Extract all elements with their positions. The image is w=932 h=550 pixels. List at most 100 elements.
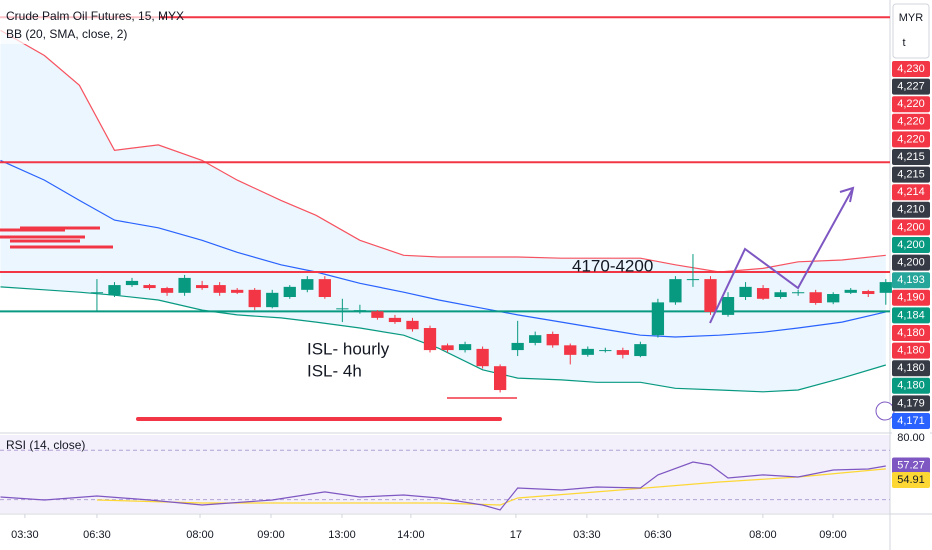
candle-body bbox=[441, 345, 454, 351]
candle-body bbox=[301, 279, 314, 290]
candle-body bbox=[721, 297, 735, 315]
price-tag-label: 4,200 bbox=[897, 257, 925, 269]
price-tag-label: 4,227 bbox=[897, 81, 925, 93]
price-tag bbox=[892, 201, 930, 218]
x-tick-label: 09:00 bbox=[257, 529, 285, 541]
price-tag-label: 4,190 bbox=[897, 292, 925, 304]
x-tick-label: 08:00 bbox=[749, 529, 777, 541]
rsi-line bbox=[0, 461, 886, 511]
candle-body bbox=[546, 333, 559, 346]
rsi-ma-line bbox=[96, 468, 886, 506]
candle-body bbox=[792, 292, 805, 294]
candle-body bbox=[336, 308, 349, 310]
x-tick-label: 03:30 bbox=[11, 529, 39, 541]
price-tag-label: 4,193 bbox=[897, 274, 925, 286]
price-tag-label: 4,220 bbox=[897, 133, 925, 145]
candle-body bbox=[827, 294, 840, 303]
candle-body bbox=[476, 348, 489, 367]
price-tag bbox=[892, 342, 930, 359]
price-tag-label: 4,180 bbox=[897, 345, 925, 357]
x-tick-label: 13:00 bbox=[328, 529, 356, 541]
price-tag bbox=[892, 131, 930, 148]
candle-body bbox=[318, 279, 331, 298]
candle-body bbox=[266, 292, 279, 308]
price-tag-label: 57.27 bbox=[897, 459, 925, 471]
candle-body bbox=[160, 288, 174, 293]
candle-body bbox=[686, 279, 700, 281]
candle-body bbox=[108, 285, 121, 296]
candle-body bbox=[879, 282, 892, 293]
price-tag bbox=[892, 289, 930, 306]
candle-body bbox=[283, 286, 296, 298]
price-tag-label: 4,179 bbox=[897, 397, 925, 409]
price-tag-label: 4,180 bbox=[897, 327, 925, 339]
price-tag bbox=[892, 395, 930, 412]
candle-body bbox=[90, 292, 104, 294]
price-tag bbox=[892, 413, 930, 429]
candle-body bbox=[669, 279, 682, 303]
plot-area bbox=[0, 16, 892, 511]
candle-body bbox=[388, 317, 402, 323]
price-tag-label: 80.00 bbox=[897, 432, 925, 444]
price-tag-label: 4,200 bbox=[897, 239, 925, 251]
price-tag bbox=[892, 96, 930, 113]
price-tag bbox=[892, 61, 930, 77]
rsi-title: RSI (14, close) bbox=[6, 438, 85, 452]
currency-box[interactable] bbox=[892, 3, 930, 59]
x-tick-label: 06:30 bbox=[644, 529, 672, 541]
candle-body bbox=[616, 350, 629, 355]
price-tag bbox=[892, 377, 930, 394]
candle-body bbox=[844, 289, 857, 293]
annotation: 4170-4200 bbox=[572, 256, 653, 275]
candle-body bbox=[529, 335, 542, 343]
price-tag bbox=[892, 219, 930, 236]
price-tag-label: 4,214 bbox=[897, 186, 925, 198]
price-tag-label: 4,230 bbox=[897, 63, 925, 75]
currency: MYR bbox=[899, 12, 924, 24]
candle-body bbox=[511, 342, 524, 351]
candle-body bbox=[353, 310, 367, 312]
price-tag-label: 4,171 bbox=[897, 415, 925, 427]
x-tick-label: 06:30 bbox=[83, 529, 111, 541]
x-tick-label: 14:00 bbox=[397, 529, 425, 541]
price-tag bbox=[892, 307, 930, 324]
candle-body bbox=[809, 292, 822, 303]
price-tag bbox=[892, 325, 930, 341]
price-tag-label: 4,220 bbox=[897, 98, 925, 110]
candle-body bbox=[125, 280, 139, 286]
x-tick-label: 08:00 bbox=[186, 529, 214, 541]
price-tag bbox=[892, 166, 930, 183]
price-tag-label: 4,210 bbox=[897, 204, 925, 216]
price-tag bbox=[892, 472, 930, 488]
candle-body bbox=[178, 277, 191, 293]
legend-bg bbox=[0, 0, 160, 44]
indicator-label: BB (20, SMA, close, 2) bbox=[6, 27, 127, 41]
price-tag bbox=[892, 184, 930, 201]
bb-line bbox=[0, 159, 886, 338]
x-tick-label: 09:00 bbox=[819, 529, 847, 541]
drawings: 4170-4200 ISL- hourly ISL- 4h bbox=[0, 186, 855, 421]
drawing-path bbox=[709, 189, 853, 324]
price-tag-label: 4,180 bbox=[897, 380, 925, 392]
x-tick-label: 17 bbox=[510, 529, 522, 541]
candle-body bbox=[581, 348, 594, 355]
price-tag-label: 4,220 bbox=[897, 116, 925, 128]
candle-body bbox=[564, 345, 577, 355]
price-tag bbox=[892, 254, 930, 271]
candle-body bbox=[213, 285, 226, 293]
annotation: ISL- hourly bbox=[307, 339, 390, 358]
alert-icon[interactable] bbox=[875, 401, 895, 421]
price-tag bbox=[892, 457, 930, 474]
price-tag bbox=[892, 237, 930, 253]
candle-body bbox=[634, 344, 647, 357]
candle-body bbox=[248, 289, 261, 308]
candle-body bbox=[739, 286, 752, 298]
candle-body bbox=[599, 350, 612, 352]
price-tag-label: 4,200 bbox=[897, 221, 925, 233]
price-tag-label: 4,215 bbox=[897, 169, 925, 181]
price-tag-label: 4,180 bbox=[897, 362, 925, 374]
candle-body bbox=[371, 311, 384, 318]
candle-body bbox=[862, 291, 875, 295]
bb-line bbox=[0, 286, 886, 393]
